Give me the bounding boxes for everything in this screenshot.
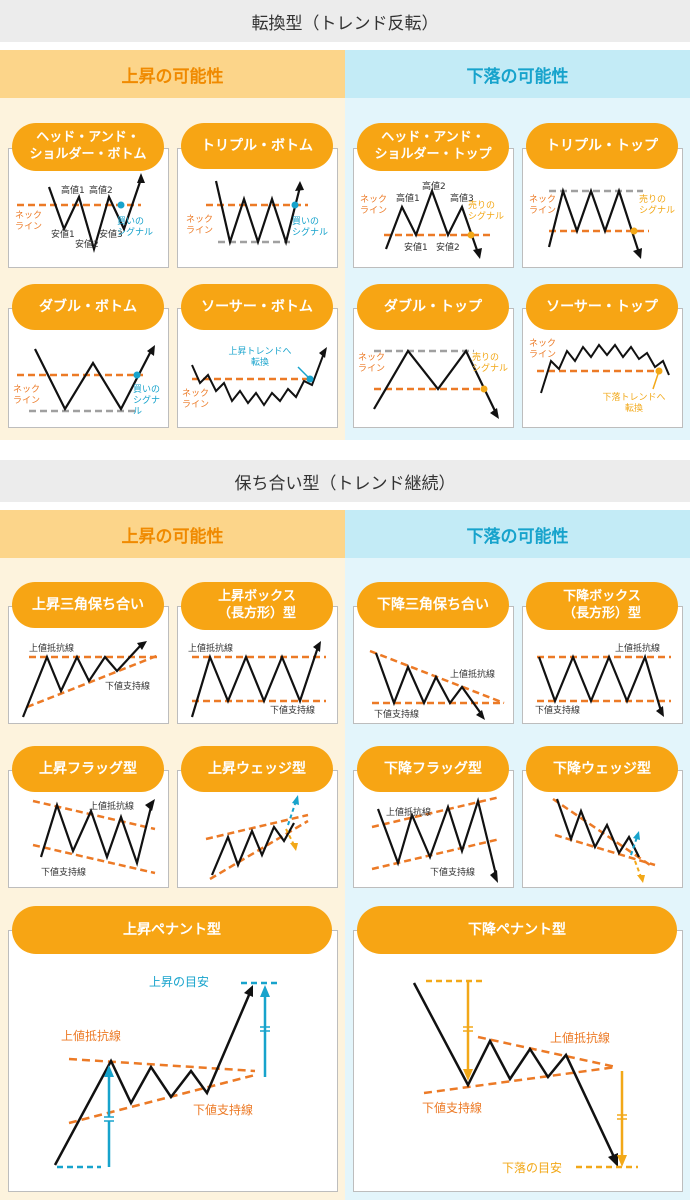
triple-bottom-neck: ネック ライン <box>186 215 214 236</box>
desc-triangle-sup: 下値支持線 <box>374 710 420 720</box>
double-top-neck: ネック ライン <box>358 353 386 374</box>
desc-triangle-res: 上値抵抗線 <box>450 670 496 680</box>
double-bottom-signal: 買いの シグナル <box>133 385 161 417</box>
hs-top-l2: 安値2 <box>436 241 460 253</box>
continuation-down-header: 下落の可能性 <box>345 510 690 558</box>
saucer-bottom-note: 上昇トレンドへ 転換 <box>228 347 292 368</box>
flag-up-sup: 下値支持線 <box>41 868 87 878</box>
pennant-down-target: 下落の目安 <box>502 1161 563 1175</box>
hs-bottom-neck: ネック ライン <box>15 211 43 232</box>
hs-top-signal: 売りの シグナル <box>468 201 505 222</box>
flag-down-res: 上値抵抗線 <box>386 808 432 818</box>
pennant-down-res: 上値抵抗線 <box>550 1031 611 1045</box>
hs-bottom-h2: 高値2 <box>89 184 113 196</box>
card-pennant-up: 上値抵抗線 下値支持線 上昇の目安 <box>8 930 338 1192</box>
pill-box-down: 下降ボックス （長方形）型 <box>526 582 678 630</box>
box-down-sup: 下値支持線 <box>535 706 581 716</box>
saucer-top-neck: ネック ライン <box>529 339 557 360</box>
pill-saucer-top: ソーサー・トップ <box>526 284 678 330</box>
hs-top-h1: 高値1 <box>396 192 420 204</box>
pill-triple-bottom: トリプル・ボトム <box>181 123 333 169</box>
pill-pennant-up: 上昇ペナント型 <box>12 906 332 954</box>
triple-top-signal: 売りの シグナル <box>639 195 676 216</box>
section-title-continuation: 保ち合い型（トレンド継続） <box>0 460 690 502</box>
pill-wedge-up: 上昇ウェッジ型 <box>181 746 333 792</box>
section-title-reversal: 転換型（トレンド反転） <box>0 0 690 42</box>
flag-down-sup: 下値支持線 <box>430 868 476 878</box>
hs-bottom-l2: 安値2 <box>75 238 99 250</box>
pennant-up-res: 上値抵抗線 <box>61 1029 122 1043</box>
pill-hs-bottom: ヘッド・アンド・ ショルダー・ボトム <box>12 123 164 171</box>
pennant-up-target: 上昇の目安 <box>149 975 210 989</box>
hs-top-h2: 高値2 <box>422 180 446 192</box>
pill-box-up: 上昇ボックス （長方形）型 <box>181 582 333 630</box>
reversal-up-header: 上昇の可能性 <box>0 50 345 98</box>
hs-bottom-l1: 安値1 <box>51 228 75 240</box>
pill-desc-triangle: 下降三角保ち合い <box>357 582 509 628</box>
pill-triple-top: トリプル・トップ <box>526 123 678 169</box>
saucer-bottom-neck: ネック ライン <box>182 389 210 410</box>
pill-double-top: ダブル・トップ <box>357 284 509 330</box>
hs-bottom-l3: 安値3 <box>99 228 123 240</box>
pennant-up-sup: 下値支持線 <box>193 1103 254 1117</box>
hs-top-l1: 安値1 <box>404 241 428 253</box>
box-up-res: 上値抵抗線 <box>188 644 234 654</box>
box-down-res: 上値抵抗線 <box>615 644 661 654</box>
asc-triangle-sup: 下値支持線 <box>105 682 151 692</box>
hs-bottom-signal: 買いの シグナル <box>117 217 154 238</box>
pill-asc-triangle: 上昇三角保ち合い <box>12 582 164 628</box>
asc-triangle-res: 上値抵抗線 <box>29 644 75 654</box>
pill-hs-top: ヘッド・アンド・ ショルダー・トップ <box>357 123 509 171</box>
pill-flag-down: 下降フラッグ型 <box>357 746 509 792</box>
box-up-sup: 下値支持線 <box>270 706 316 716</box>
triple-bottom-signal: 買いの シグナル <box>292 217 329 238</box>
continuation-up-header: 上昇の可能性 <box>0 510 345 558</box>
double-bottom-neck: ネック ライン <box>13 385 41 406</box>
pill-saucer-bottom: ソーサー・ボトム <box>181 284 333 330</box>
pill-double-bottom: ダブル・ボトム <box>12 284 164 330</box>
reversal-down-header: 下落の可能性 <box>345 50 690 98</box>
flag-up-res: 上値抵抗線 <box>89 802 135 812</box>
card-pennant-down: 上値抵抗線 下値支持線 下落の目安 <box>353 930 683 1192</box>
hs-top-h3: 高値3 <box>450 192 474 204</box>
pill-flag-up: 上昇フラッグ型 <box>12 746 164 792</box>
hs-top-neck: ネック ライン <box>360 195 388 216</box>
double-top-signal: 売りの シグナル <box>472 353 509 374</box>
hs-bottom-h1: 高値1 <box>61 184 85 196</box>
triple-top-neck: ネック ライン <box>529 195 557 216</box>
pill-wedge-down: 下降ウェッジ型 <box>526 746 678 792</box>
saucer-top-note: 下落トレンドへ 転換 <box>602 393 666 414</box>
pill-pennant-down: 下降ペナント型 <box>357 906 677 954</box>
pennant-down-sup: 下値支持線 <box>422 1101 483 1115</box>
